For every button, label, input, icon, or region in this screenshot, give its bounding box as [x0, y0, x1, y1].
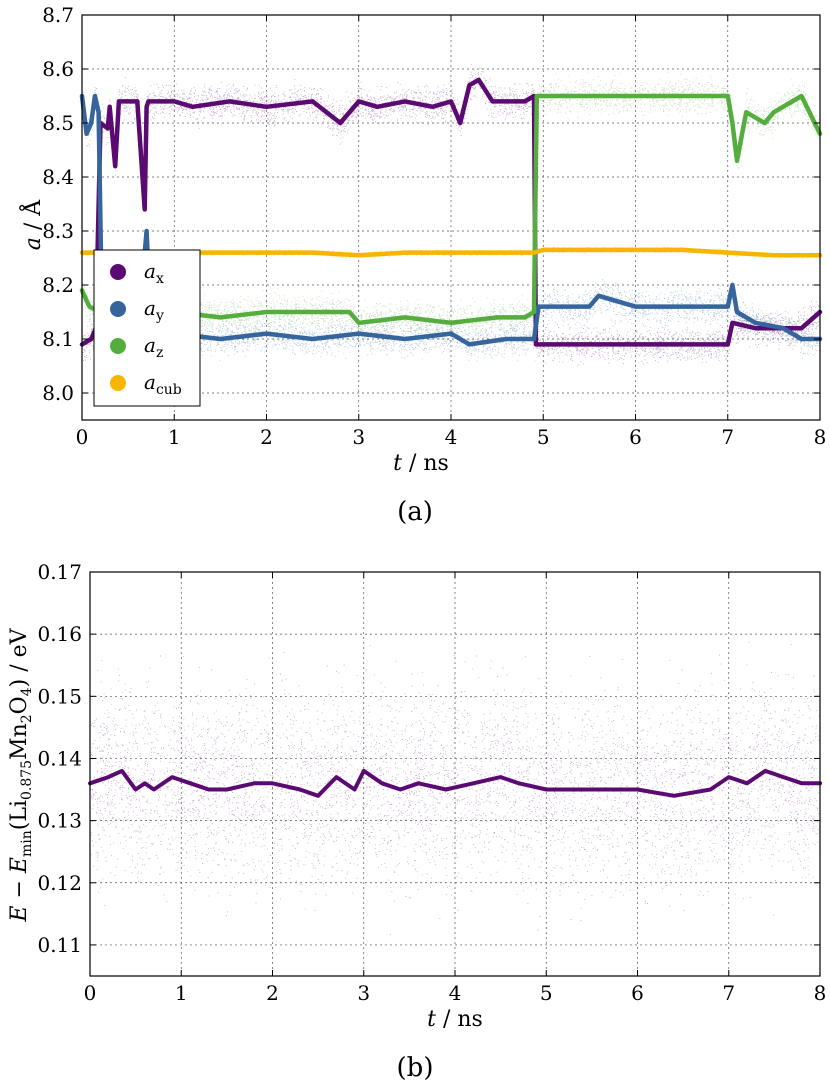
line-a_x [79, 77, 823, 347]
x-tick-label: 4 [445, 425, 458, 449]
x-axis-label-b: t / ns [427, 1007, 483, 1032]
x-tick-label: 3 [357, 981, 370, 1005]
y-axis-label-a: a / Å [18, 199, 46, 251]
y-tick-label: 0.11 [37, 933, 82, 957]
x-tick-label: 8 [814, 981, 827, 1005]
caption-a: (a) [397, 497, 433, 527]
legend-label-a_z: az [144, 333, 163, 361]
y-tick-label: 0.13 [37, 809, 82, 833]
plot-area-a [82, 15, 820, 420]
line-E [88, 768, 822, 798]
x-tick-label: 2 [260, 425, 273, 449]
x-tick-label: 1 [168, 425, 181, 449]
y-tick-label: 8.0 [42, 381, 74, 405]
x-tick-label: 0 [76, 425, 89, 449]
x-tick-label: 8 [814, 425, 827, 449]
lines-b [88, 768, 822, 798]
x-tick-label: 7 [721, 425, 734, 449]
legend-marker-a_x [110, 264, 126, 280]
y-tick-label: 0.15 [37, 684, 82, 708]
x-tick-label: 6 [631, 981, 644, 1005]
y-ticks-a: 8.0 8.1 8.2 8.3 8.4 8.5 8.6 8.7 [42, 3, 820, 405]
x-ticks-b: 0 1 2 3 4 5 6 7 8 [84, 572, 827, 1005]
y-tick-label: 8.5 [42, 111, 74, 135]
legend-a: ax ay az acub [93, 249, 201, 407]
legend-label-a_cub: acub [144, 370, 182, 398]
caption-b: (b) [397, 1053, 434, 1083]
x-ticks-a: 0 1 2 3 4 5 6 7 8 [76, 15, 827, 449]
y-tick-label: 8.2 [42, 273, 74, 297]
x-tick-label: 1 [175, 981, 188, 1005]
x-axis-label-a: t / ns [393, 451, 449, 476]
x-tick-label: 6 [629, 425, 642, 449]
x-tick-label: 0 [84, 981, 97, 1005]
x-tick-label: 7 [722, 981, 735, 1005]
panel-b: 0 1 2 3 4 5 6 7 8 0.11 0.12 0.13 0.14 0.15 0.16 0.17 t… [7, 560, 826, 1083]
y-tick-label: 0.14 [37, 746, 82, 770]
legend-marker-a_z [110, 338, 126, 354]
y-tick-label: 8.4 [42, 165, 74, 189]
y-tick-label: 8.6 [42, 57, 74, 81]
y-tick-label: 0.17 [37, 560, 82, 584]
y-tick-label: 8.3 [42, 219, 74, 243]
y-tick-label: 0.12 [37, 871, 82, 895]
line-a_cub [79, 247, 823, 258]
legend-label-a_y: ay [144, 296, 164, 324]
x-tick-label: 5 [540, 981, 553, 1005]
y-tick-label: 0.16 [37, 622, 82, 646]
y-ticks-b: 0.11 0.12 0.13 0.14 0.15 0.16 0.17 [37, 560, 820, 957]
x-tick-label: 5 [537, 425, 550, 449]
x-tick-label: 3 [352, 425, 365, 449]
legend-label-a_x: ax [144, 259, 164, 287]
y-axis-label-b: E − Emin(Li0.875Mn2O4) / eV [7, 627, 35, 922]
x-tick-label: 2 [266, 981, 279, 1005]
legend-marker-a_cub [110, 375, 126, 391]
legend-marker-a_y [110, 301, 126, 317]
y-tick-label: 8.7 [42, 3, 74, 27]
x-tick-label: 4 [449, 981, 462, 1005]
y-tick-label: 8.1 [42, 327, 74, 351]
